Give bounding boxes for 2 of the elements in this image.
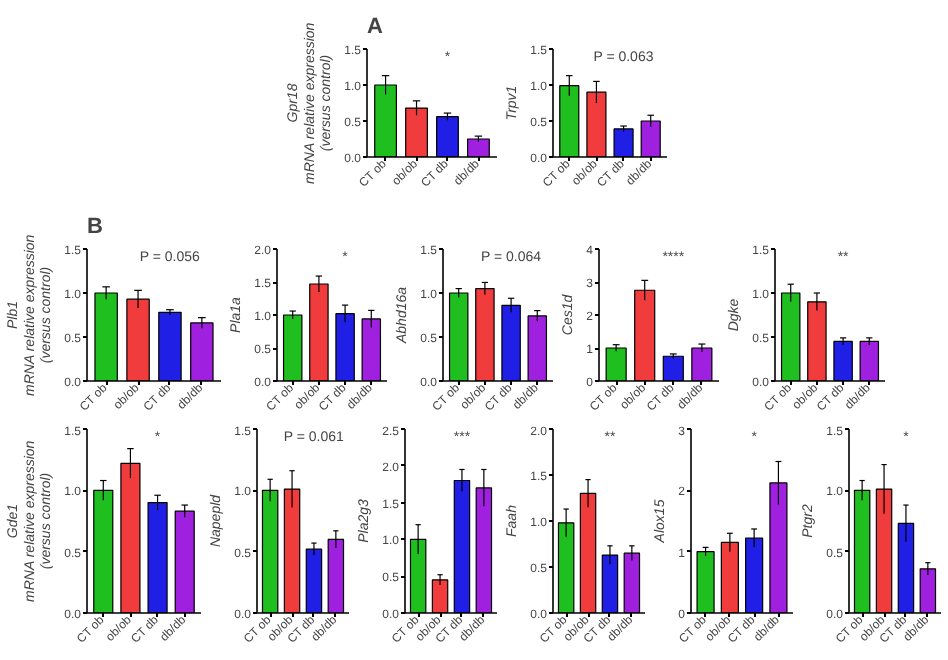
chart-title: A	[367, 15, 383, 39]
chart-title: B	[87, 215, 103, 239]
